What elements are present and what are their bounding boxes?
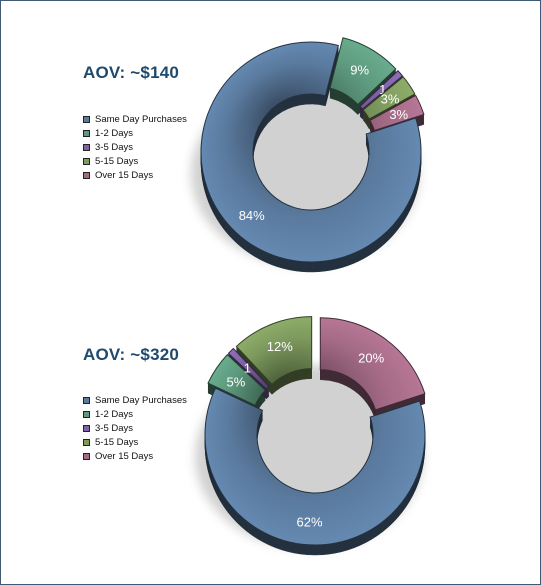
legend-label: Same Day Purchases <box>95 394 187 406</box>
legend-item: Same Day Purchases <box>83 112 187 126</box>
legend-label: 3-5 Days <box>95 422 134 434</box>
legend-item: Same Day Purchases <box>83 393 187 407</box>
donut-slice-0 <box>204 387 426 546</box>
legend-label: 1-2 Days <box>95 408 134 420</box>
chart-panel-2: AOV: ~$320 Same Day Purchases 1-2 Days 3… <box>1 284 540 569</box>
legend-label: 5-15 Days <box>95 155 139 167</box>
donut-slice-4 <box>319 317 426 411</box>
legend-swatch-1 <box>83 129 90 137</box>
donut-slice-3 <box>235 316 313 386</box>
chart-panel-1: AOV: ~$140 Same Day Purchases 1-2 Days 3… <box>1 1 540 286</box>
legend-swatch-2 <box>83 424 90 432</box>
legend-swatch-4 <box>83 452 90 460</box>
slice-label-0: 62% <box>297 514 323 529</box>
legend-swatch-3 <box>83 438 90 446</box>
legend-item: 5-15 Days <box>83 435 187 449</box>
slice-label-2: 1 <box>379 82 386 97</box>
legend-label: 3-5 Days <box>95 141 134 153</box>
legend-item: 1-2 Days <box>83 407 187 421</box>
slice-label-4: 20% <box>358 351 384 366</box>
donut-slice-1 <box>207 353 266 406</box>
chart-title: AOV: ~$140 <box>83 63 180 82</box>
slice-label-1: 5% <box>227 374 246 389</box>
slice-label-0: 84% <box>239 208 265 223</box>
legend-swatch-4 <box>83 171 90 179</box>
donut-slice-1 <box>329 37 397 106</box>
legend-item: 5-15 Days <box>83 154 187 168</box>
chart-title: AOV: ~$320 <box>83 345 180 364</box>
donut-slice-4 <box>369 94 425 132</box>
slice-label-3: 12% <box>267 339 293 354</box>
legend-swatch-0 <box>83 115 90 123</box>
donut-slice-0 <box>200 41 422 263</box>
legend-item: Over 15 Days <box>83 168 187 182</box>
legend-item: 3-5 Days <box>83 140 187 154</box>
slice-label-4: 3% <box>389 107 408 122</box>
donut-chart: 62% 5%1 12% 20% <box>195 316 426 556</box>
legend-label: Over 15 Days <box>95 450 154 462</box>
legend-swatch-1 <box>83 410 90 418</box>
slice-label-2: 1 <box>244 360 251 375</box>
legend-item: 1-2 Days <box>83 126 187 140</box>
legend: Same Day Purchases 1-2 Days 3-5 Days 5-1… <box>83 393 187 463</box>
slice-label-3: 3% <box>381 91 400 106</box>
donut-slice-2 <box>227 347 270 390</box>
legend-item: 3-5 Days <box>83 421 187 435</box>
donut-slice-2 <box>359 70 404 110</box>
legend-label: Over 15 Days <box>95 169 154 181</box>
legend-label: 1-2 Days <box>95 127 134 139</box>
donut-chart: 84% 9% 13%3% <box>191 37 425 273</box>
legend-label: Same Day Purchases <box>95 113 187 125</box>
legend-swatch-3 <box>83 157 90 165</box>
legend: Same Day Purchases 1-2 Days 3-5 Days 5-1… <box>83 112 187 182</box>
slice-label-1: 9% <box>350 63 369 78</box>
legend-item: Over 15 Days <box>83 449 187 463</box>
legend-swatch-0 <box>83 396 90 404</box>
donut-slice-3 <box>362 76 416 120</box>
legend-label: 5-15 Days <box>95 436 139 448</box>
legend-swatch-2 <box>83 143 90 151</box>
